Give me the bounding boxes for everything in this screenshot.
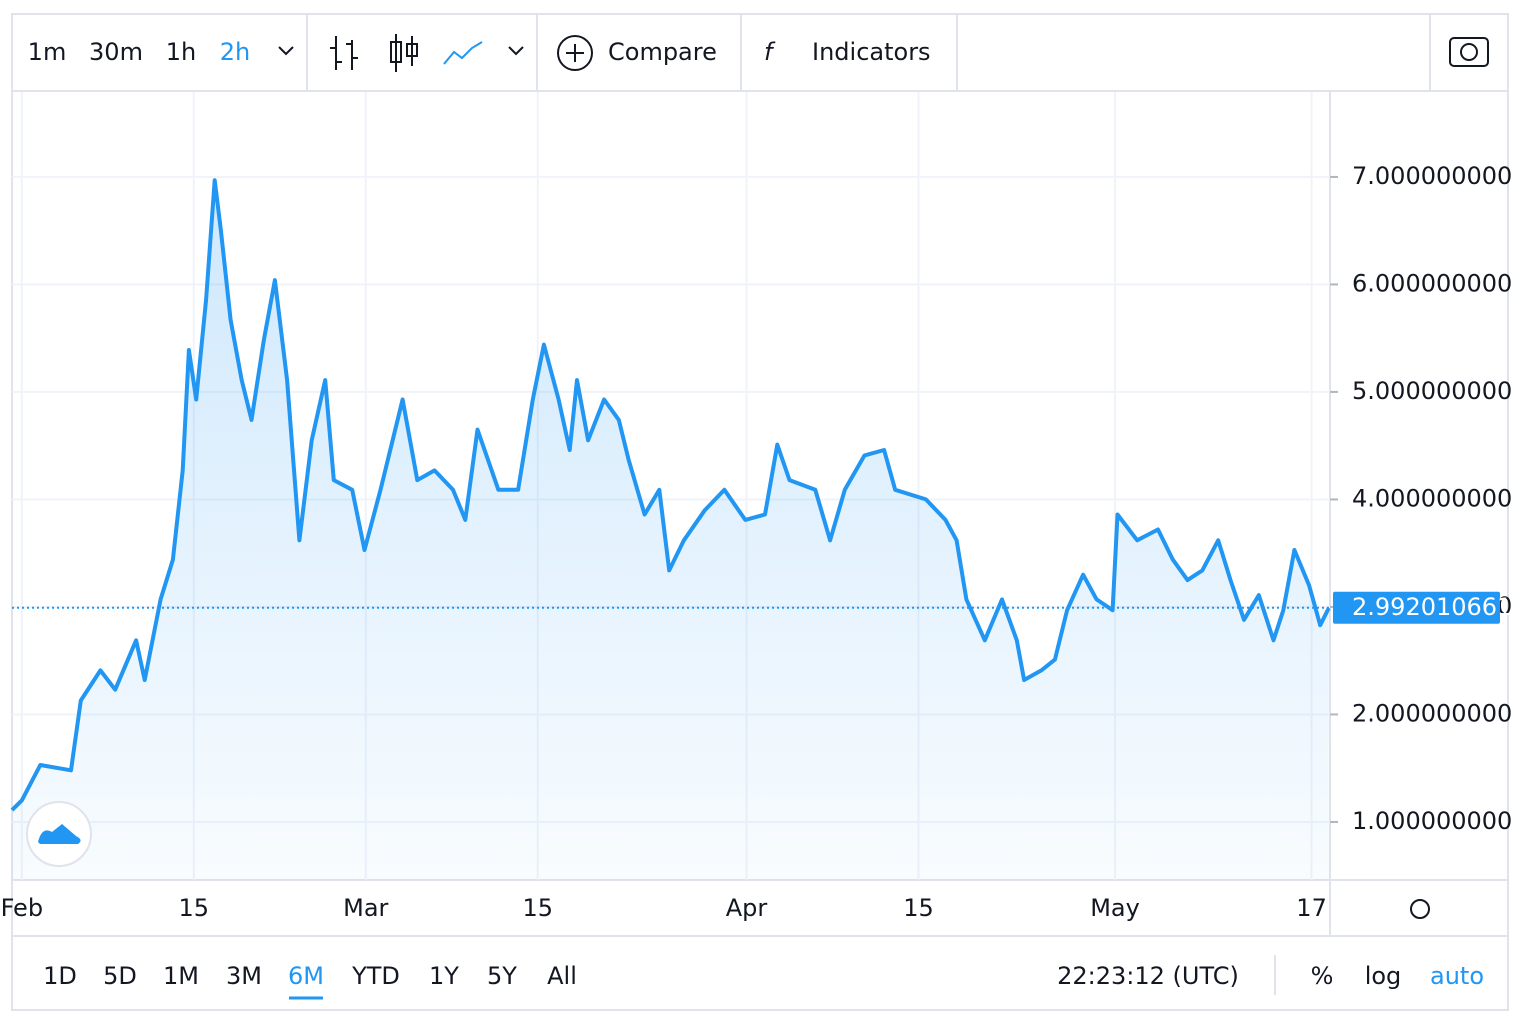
range-button[interactable]: 6M — [288, 962, 324, 990]
last-price-label: 2.992010661 — [1352, 593, 1512, 621]
x-tick-label: 15 — [179, 894, 210, 922]
x-tick-label: Feb — [1, 894, 44, 922]
range-button[interactable]: 1D — [43, 962, 77, 990]
area — [12, 180, 1329, 880]
range-button[interactable]: All — [547, 962, 577, 990]
chart-type-icons[interactable] — [330, 34, 483, 72]
x-tick-label: 15 — [903, 894, 934, 922]
y-tick-label: 1.000000000 — [1352, 807, 1512, 835]
snapshot-icon — [1460, 43, 1478, 61]
interval-button[interactable]: 1h — [166, 38, 196, 66]
settings-icon[interactable] — [1410, 899, 1430, 919]
x-tick-label: 15 — [522, 894, 553, 922]
interval-button[interactable]: 30m — [89, 38, 143, 66]
x-tick-label: May — [1090, 894, 1140, 922]
x-tick-label: 17 — [1296, 894, 1327, 922]
interval-button[interactable]: 2h — [220, 38, 250, 66]
logo — [38, 824, 81, 844]
percent-button[interactable]: % — [1311, 962, 1334, 990]
price-line — [10, 178, 1331, 812]
range-button[interactable]: 1M — [163, 962, 199, 990]
range-button[interactable]: 5Y — [487, 962, 517, 990]
interval-button[interactable]: 1m — [28, 38, 67, 66]
snapshot-icon[interactable] — [1449, 37, 1489, 67]
compare-icon[interactable] — [557, 35, 593, 71]
compare-button[interactable]: Compare — [608, 38, 717, 66]
x-tick-label: Apr — [726, 894, 768, 922]
y-tick-label: 6.000000000 — [1352, 269, 1512, 297]
range-button[interactable]: 5D — [103, 962, 137, 990]
y-tick-label: 2.000000000 — [1352, 699, 1512, 727]
range-button[interactable]: 3M — [226, 962, 262, 990]
clock: 22:23:12 (UTC) — [1057, 962, 1239, 990]
y-tick-label: 7.000000000 — [1352, 162, 1512, 190]
range-button[interactable]: YTD — [351, 962, 400, 990]
log-button[interactable]: log — [1365, 962, 1402, 990]
auto-button[interactable]: auto — [1430, 962, 1484, 990]
y-tick-label: 4.000000000 — [1352, 484, 1512, 512]
x-tick-label: Mar — [343, 894, 388, 922]
indicators-button[interactable]: Indicators — [812, 38, 931, 66]
toolbar-dividers — [306, 14, 1431, 995]
compare-icon[interactable] — [566, 44, 584, 62]
y-tick-label: 5.000000000 — [1352, 377, 1512, 405]
dropdown-icon[interactable] — [278, 46, 524, 56]
last-price-box — [1333, 591, 1500, 624]
range-button[interactable]: 1Y — [429, 962, 459, 990]
